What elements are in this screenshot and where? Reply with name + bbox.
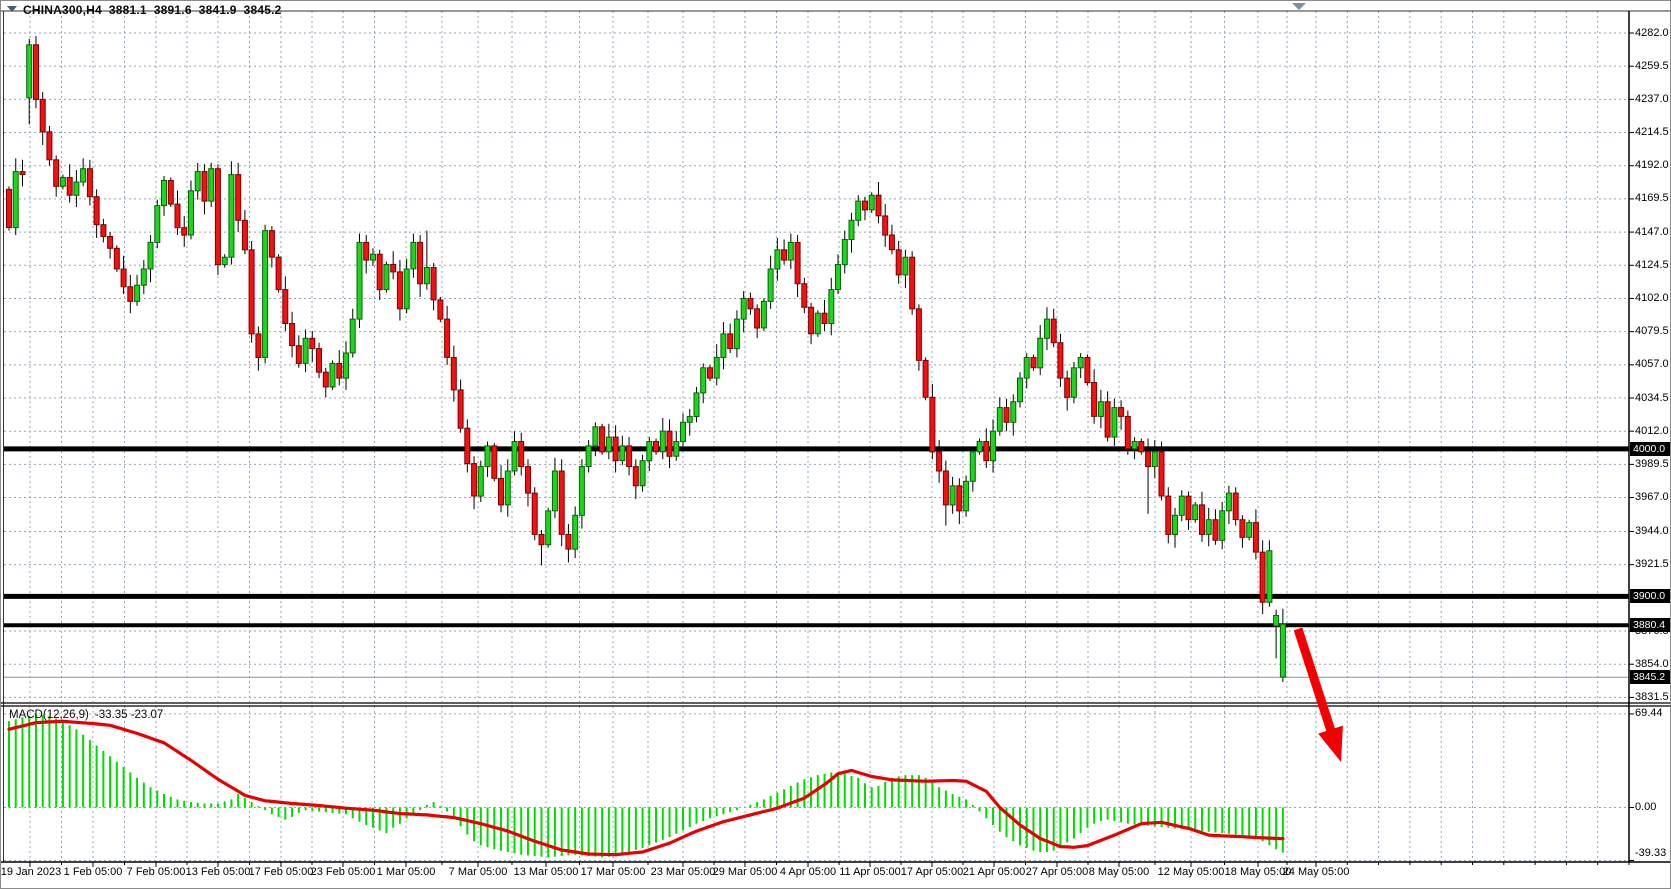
price-tick-label: 4057.0 — [1635, 358, 1669, 371]
time-tick-label: 12 May 05:00 — [1157, 866, 1225, 878]
price-tick-label: 4079.5 — [1635, 325, 1669, 338]
time-tick-label: 21 Apr 05:00 — [962, 866, 1026, 878]
macd-tick-label: 0.00 — [1635, 801, 1657, 813]
ohlc-low: 3841.9 — [198, 3, 237, 17]
price-tick-label: 4282.0 — [1635, 26, 1669, 39]
macd-name: MACD(12,26,9) — [9, 709, 89, 721]
price-tick-label: 4147.0 — [1635, 225, 1669, 238]
time-tick-label: 4 Apr 05:00 — [779, 866, 837, 878]
macd-values: -33.35 -23.07 — [94, 709, 164, 721]
price-tick-label: 3854.0 — [1635, 657, 1669, 670]
horizontal-level-lines[interactable] — [4, 446, 1629, 628]
time-tick-label: 11 Apr 05:00 — [839, 866, 901, 878]
symbol-dropdown-icon[interactable] — [7, 6, 17, 12]
chart-shift-marker-icon[interactable] — [1292, 3, 1306, 10]
horizontal-gridlines — [4, 32, 1629, 862]
price-tick-label: 3989.5 — [1635, 457, 1669, 470]
level-price-badge: 3880.4 — [1630, 618, 1670, 633]
time-tick-label: 19 Jan 2023 — [0, 866, 62, 878]
time-tick-label: 23 Feb 05:00 — [310, 866, 376, 878]
time-tick-label: 17 Feb 05:00 — [248, 866, 314, 878]
chart-title: CHINA300,H4 3881.1 3891.6 3841.9 3845.2 — [7, 3, 282, 17]
vertical-gridlines — [29, 11, 1630, 862]
time-tick-label: 8 May 05:00 — [1088, 866, 1150, 878]
level-price-badge: 3900.0 — [1630, 589, 1670, 604]
time-tick-label: 17 Apr 05:00 — [900, 866, 964, 878]
price-tick-label: 4169.5 — [1635, 192, 1669, 205]
trend-arrow[interactable] — [1293, 627, 1343, 762]
time-tick-label: 27 Apr 05:00 — [1025, 866, 1089, 878]
current-price-badge: 3845.2 — [1630, 670, 1670, 685]
time-tick-label: 1 Feb 05:00 — [63, 866, 123, 878]
time-tick-label: 17 Mar 05:00 — [580, 866, 646, 878]
macd-tick-label: -39.33 — [1635, 846, 1667, 859]
time-tick-label: 7 Feb 05:00 — [126, 866, 186, 878]
candles — [6, 35, 1286, 683]
macd-tick-label: 69.44 — [1635, 707, 1663, 720]
ohlc-close: 3845.2 — [243, 3, 282, 17]
price-tick-label: 4102.0 — [1635, 291, 1669, 304]
time-tick-label: 7 Mar 05:00 — [448, 866, 508, 878]
price-tick-label: 4214.5 — [1635, 126, 1669, 139]
time-tick-label: 1 Mar 05:00 — [376, 866, 436, 878]
macd-histogram — [8, 714, 1284, 858]
price-tick-label: 4237.0 — [1635, 92, 1669, 105]
ohlc-open: 3881.1 — [108, 3, 147, 17]
macd-signal-line — [7, 719, 1285, 857]
price-tick-label: 3967.0 — [1635, 491, 1669, 504]
price-tick-label: 4259.5 — [1635, 59, 1669, 72]
time-tick-label: 29 Mar 05:00 — [712, 866, 778, 878]
price-tick-label: 3831.5 — [1635, 690, 1669, 703]
macd-indicator-label: MACD(12,26,9) -33.35 -23.07 — [9, 709, 163, 721]
time-tick-label: 13 Mar 05:00 — [513, 866, 579, 878]
time-tick-label: 24 May 05:00 — [1282, 866, 1350, 878]
price-tick-label: 3944.0 — [1635, 524, 1669, 537]
time-tick-label: 23 Mar 05:00 — [650, 866, 716, 878]
price-tick-label: 4124.5 — [1635, 258, 1669, 271]
price-tick-label: 4012.0 — [1635, 424, 1669, 437]
time-tick-label: 18 May 05:00 — [1224, 866, 1292, 878]
ohlc-high: 3891.6 — [153, 3, 192, 17]
price-tick-label: 4034.5 — [1635, 391, 1669, 404]
price-tick-label: 3921.5 — [1635, 558, 1669, 571]
time-tick-label: 13 Feb 05:00 — [185, 866, 251, 878]
panel-borders — [1, 10, 1670, 867]
symbol-timeframe-label: CHINA300,H4 — [23, 3, 102, 17]
level-price-badge: 4000.0 — [1630, 441, 1670, 456]
price-tick-label: 4192.0 — [1635, 159, 1669, 172]
